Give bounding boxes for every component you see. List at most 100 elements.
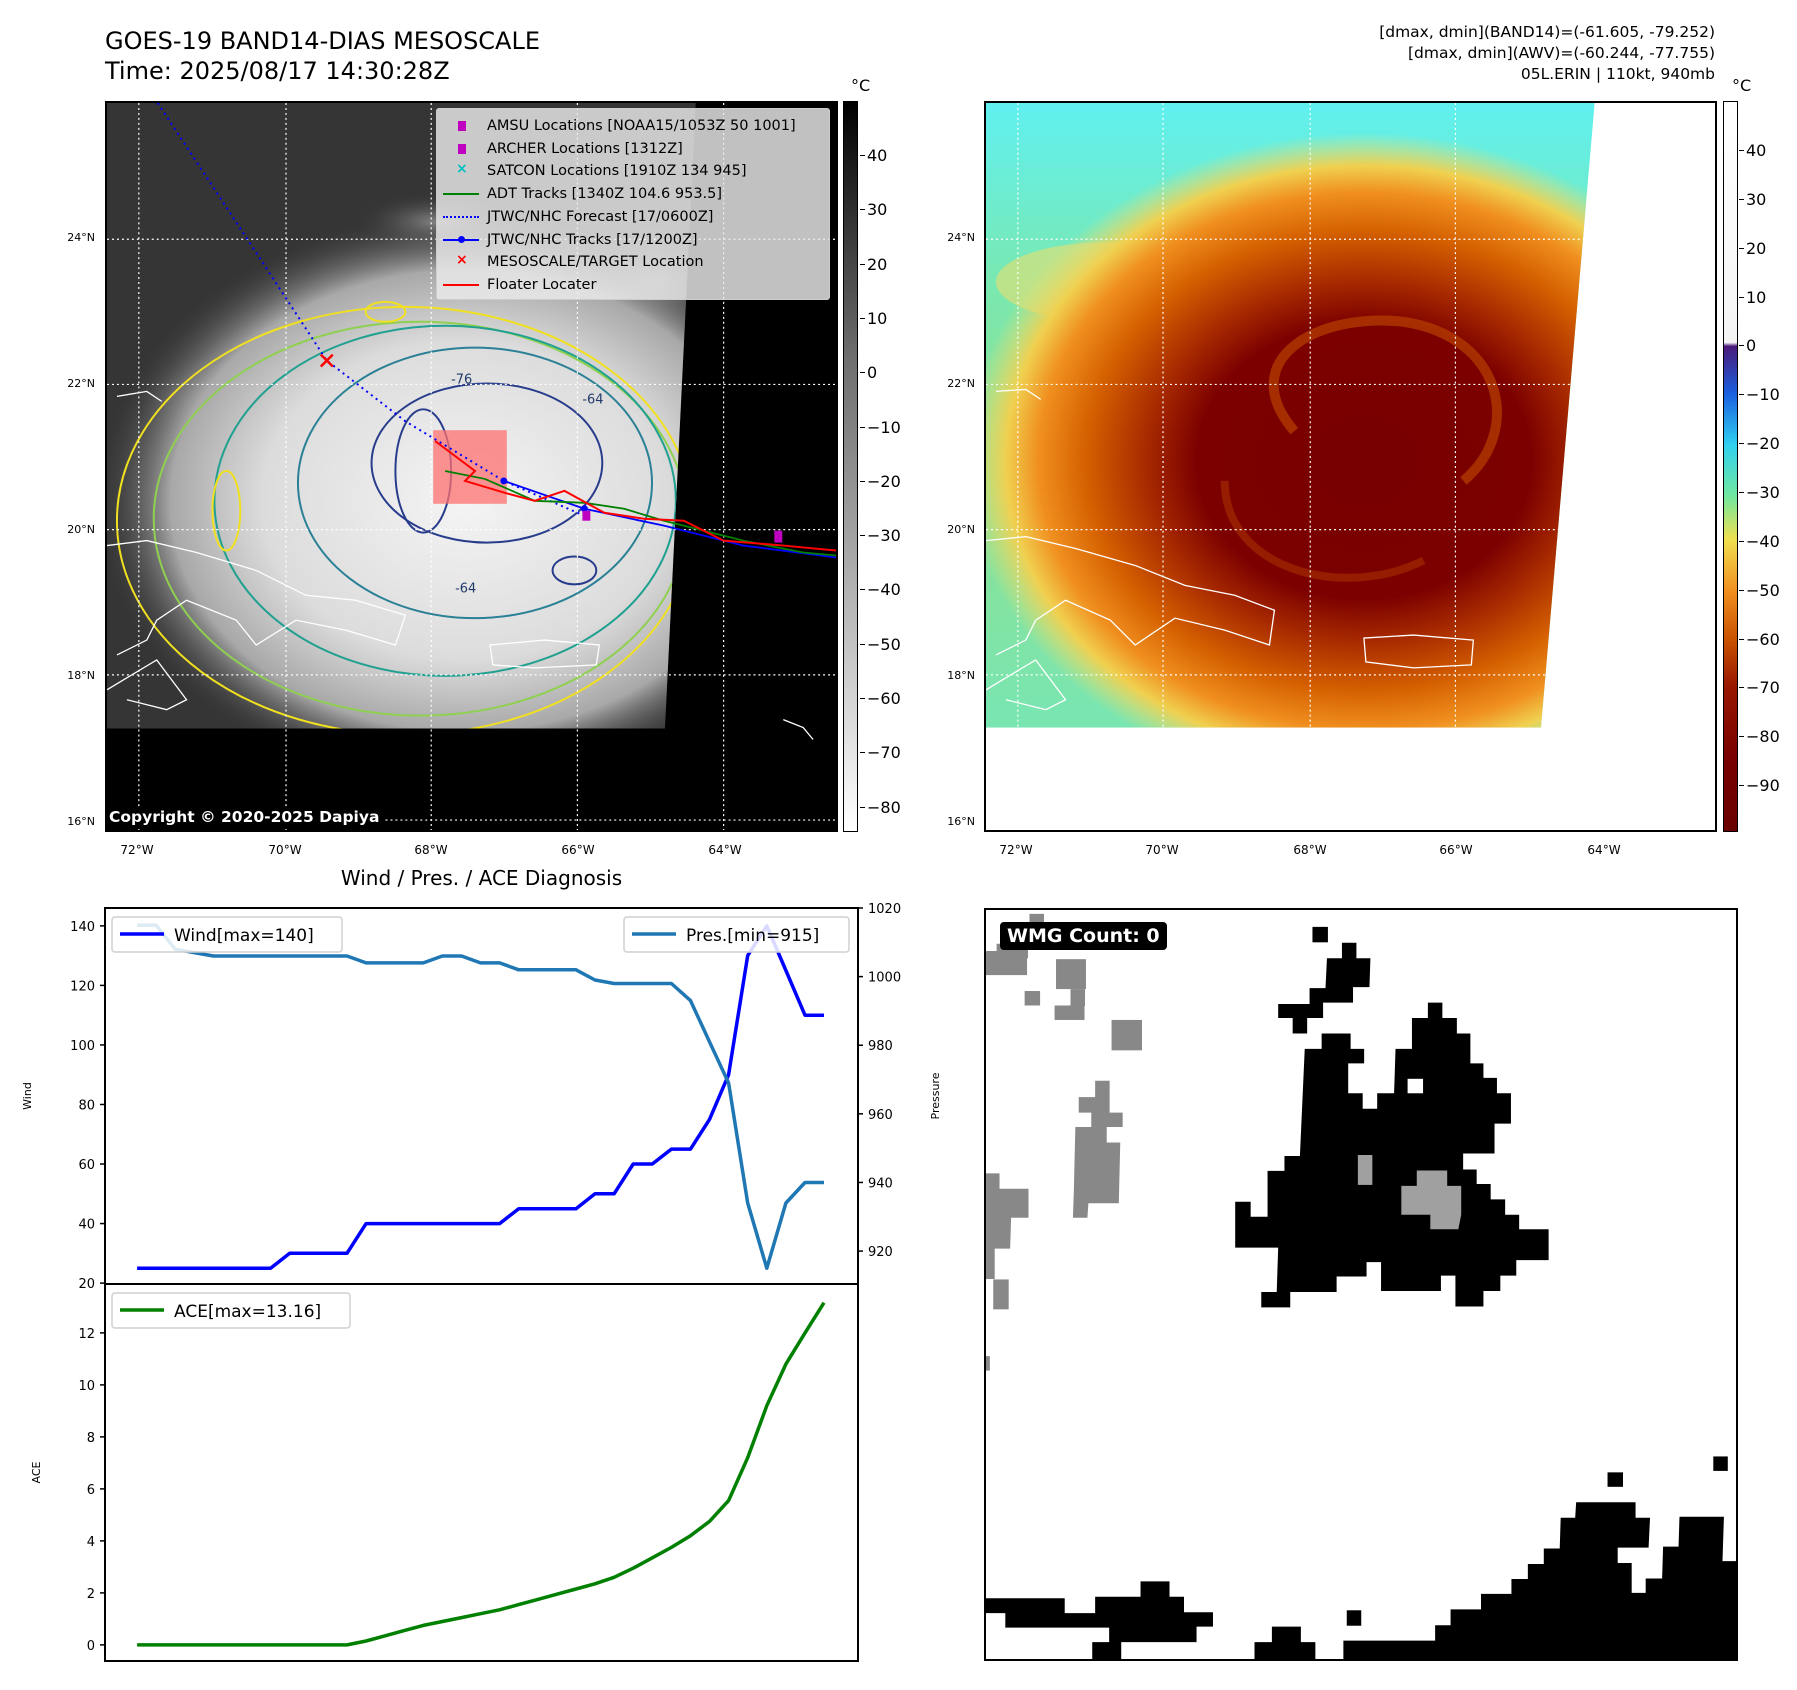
left-colorbar-tick: 30 [859, 200, 888, 220]
left-colorbar-tick: −60 [860, 689, 901, 708]
series-line-wind [137, 924, 824, 1270]
right-colorbar-tick: −50 [1739, 580, 1780, 600]
right-colorbar-tick: −40 [1739, 531, 1780, 551]
contour-labels: -76 -64 -64 [451, 372, 603, 596]
legend-label: Wind[max=140] [174, 926, 314, 946]
y-right-tick-label: 1020 [868, 902, 901, 917]
right-colorbar-tick: 40 [1738, 141, 1767, 160]
legend-line-icon [437, 184, 487, 204]
right-colorbar-tick: −70 [1739, 678, 1780, 698]
y-axis-label: ACE [30, 1461, 43, 1483]
right-colorbar-tick: −90 [1739, 776, 1780, 796]
legend-entry: × MESOSCALE/TARGET Location [437, 251, 704, 273]
lat-label-left: 16°N [67, 815, 95, 828]
floater-track [434, 440, 836, 552]
y-right-tick-label: 980 [868, 1039, 893, 1054]
target-marker [319, 353, 334, 368]
right-colorbar-tick: −80 [1739, 727, 1780, 747]
right-colorbar-unit: °C [1732, 76, 1752, 95]
archer-marker [582, 510, 591, 521]
storm-info: 05L.ERIN | 110kt, 940mb [1520, 65, 1715, 83]
y-tick-label: 10 [78, 1379, 95, 1394]
legend-label: MESOSCALE/TARGET Location [487, 254, 704, 271]
y-right-tick-label: 920 [868, 1245, 893, 1260]
legend-label: JTWC/NHC Forecast [17/0600Z] [487, 208, 714, 225]
product-title: GOES-19 BAND14-DIAS MESOSCALE [105, 27, 541, 55]
right-colorbar-tick: −20 [1739, 434, 1780, 454]
legend-label: SATCON Locations [1910Z 134 945] [487, 163, 747, 180]
legend-entry: AMSU Locations [NOAA15/1053Z 50 1001] [437, 115, 796, 137]
coastlines [986, 388, 1475, 711]
legend-square-icon [437, 116, 487, 136]
legend-label: Pres.[min=915] [686, 926, 819, 946]
left-colorbar-tick: −40 [860, 580, 901, 600]
left-colorbar-tick: −10 [860, 417, 901, 437]
band14-range: [dmax, dmin](BAND14)=(-61.605, -79.252) [1379, 23, 1715, 41]
wmg-mask [986, 913, 1736, 1659]
lat-label-right: 22°N [947, 377, 975, 390]
wmg-panel: WMG Count: 0 [984, 908, 1738, 1661]
chart-legend: ACE[max=13.16] [111, 1292, 351, 1329]
band14-colorbar [843, 101, 858, 832]
y-tick-label: 40 [78, 1218, 95, 1233]
legend-entry: Floater Locater [437, 274, 596, 296]
right-colorbar-tick: 10 [1738, 287, 1767, 307]
lat-label-right: 20°N [947, 523, 975, 536]
lat-label-left: 20°N [67, 523, 95, 536]
forecast-track [156, 103, 585, 517]
best-track [503, 480, 836, 559]
y-right-tick-label: 960 [868, 1108, 893, 1123]
lon-label-left: 72°W [120, 843, 154, 857]
contour-label: -64 [582, 392, 603, 407]
legend-label: AMSU Locations [NOAA15/1053Z 50 1001] [487, 118, 796, 134]
series-line-ace [137, 1301, 826, 1647]
lat-label-right: 24°N [947, 231, 975, 244]
figure-title: GOES-19 BAND14-DIAS MESOSCALE Time: 2025… [105, 26, 540, 86]
legend-entry: JTWC/NHC Forecast [17/0600Z] [437, 206, 713, 228]
lon-label-right: 68°W [1293, 843, 1327, 857]
lat-label-right: 16°N [947, 815, 975, 828]
lat-label-left: 18°N [67, 669, 95, 682]
amsu-marker [774, 530, 783, 543]
awv-range: [dmax, dmin](AWV)=(-60.244, -77.755) [1408, 44, 1715, 62]
y-right-axis-label: Pressure [929, 1072, 942, 1119]
awv-color-map[interactable] [984, 101, 1717, 832]
right-colorbar-tick: 20 [1738, 238, 1767, 258]
y-right-tick-label: 940 [868, 1176, 893, 1191]
legend-square-icon [437, 139, 487, 159]
y-axis-label: Wind [21, 1082, 34, 1110]
legend-line-icon [437, 275, 487, 295]
left-colorbar-tick: 40 [859, 146, 888, 165]
adt-track [444, 470, 836, 557]
lon-label-right: 64°W [1587, 843, 1621, 857]
wmg-count-badge: WMG Count: 0 [1000, 922, 1167, 950]
y-tick-label: 80 [78, 1098, 95, 1113]
legend-label: JTWC/NHC Tracks [17/1200Z] [487, 231, 698, 248]
lat-label-right: 18°N [947, 669, 975, 682]
legend-x-icon: × [456, 252, 468, 269]
legend-label: ACE[max=13.16] [174, 1302, 321, 1322]
left-colorbar-tick: −80 [860, 797, 901, 817]
lon-label-right: 66°W [1439, 843, 1473, 857]
legend-entry: JTWC/NHC Tracks [17/1200Z] [437, 229, 698, 251]
legend-entry: ARCHER Locations [1312Z] [437, 138, 683, 160]
chart-legend: Pres.[min=915] [623, 916, 850, 953]
ace-chart: 0 2 4 6 8 10 12 ACE ACE[max=13.16] [30, 1283, 859, 1662]
image-time: Time: 2025/08/17 14:30:28Z [105, 57, 450, 85]
lon-label-left: 70°W [268, 843, 302, 857]
y-tick-label: 60 [78, 1158, 95, 1173]
legend-line-dot-icon [437, 230, 487, 250]
chart-legend: Wind[max=140] [111, 916, 343, 953]
wind-pressure-chart: 20 40 60 80 100 120 140 920 940 960 980 1000 1020 Win… [21, 902, 942, 1292]
left-colorbar-tick: 10 [859, 308, 888, 328]
left-colorbar-tick: −70 [860, 743, 901, 763]
y-tick-label: 0 [87, 1639, 95, 1654]
legend-x-icon: × [456, 161, 468, 178]
right-colorbar-tick: 0 [1738, 336, 1757, 356]
lon-label-right: 70°W [1145, 843, 1179, 857]
lat-label-left: 22°N [67, 377, 95, 390]
copyright-label: Copyright © 2020-2025 Dapiya [105, 807, 384, 827]
y-tick-label: 120 [70, 979, 95, 994]
diagnosis-chart-title: Wind / Pres. / ACE Diagnosis [340, 866, 623, 890]
contour-label: -76 [451, 372, 472, 387]
